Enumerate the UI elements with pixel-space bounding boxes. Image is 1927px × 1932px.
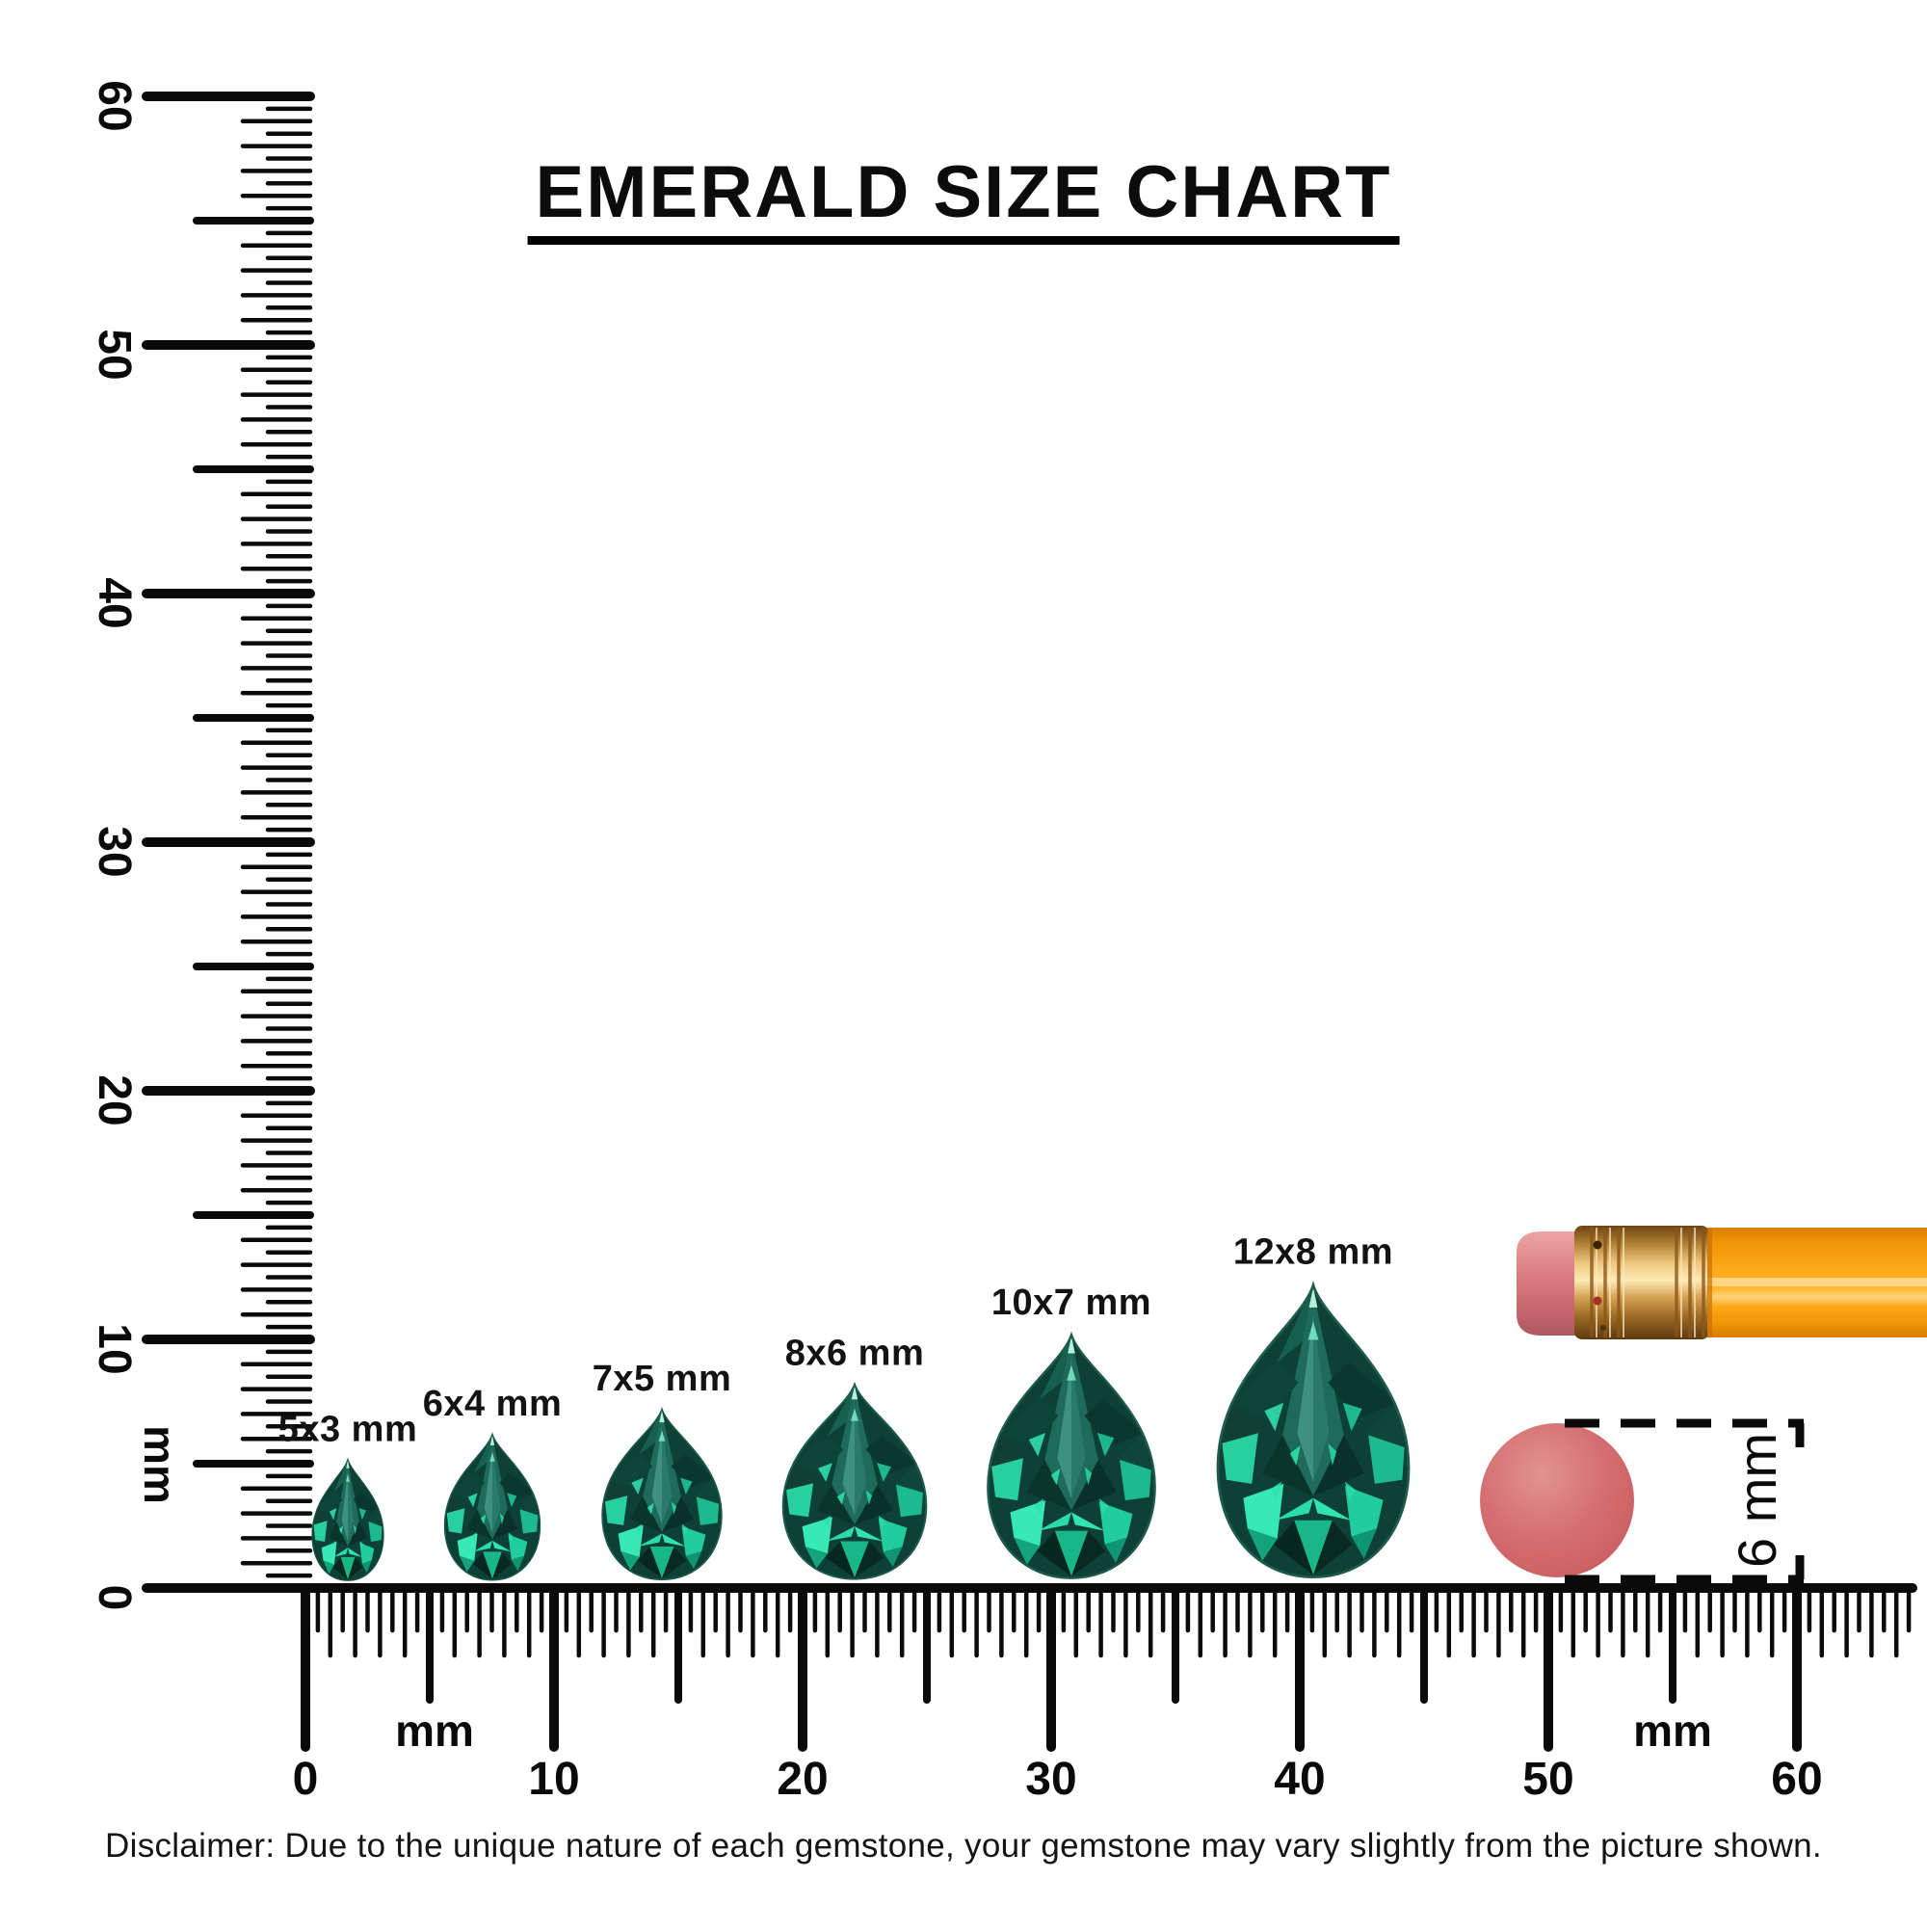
left-ruler-number: 10: [89, 1323, 140, 1374]
emerald-gem: [601, 1408, 723, 1581]
gem-size-label: 10x7 mm: [991, 1283, 1151, 1323]
ferrule-crimp-dot: [1593, 1296, 1602, 1306]
ferrule-crimp-dot: [1600, 1325, 1606, 1331]
pencil-body-highlight: [1707, 1278, 1927, 1286]
bottom-ruler-unit-label-left: mm: [395, 1706, 474, 1756]
pencil-eraser: [1517, 1231, 1582, 1336]
bottom-ruler-unit-label-right: mm: [1633, 1706, 1712, 1756]
left-ruler-number: 40: [89, 577, 140, 628]
gem-size-label: 6x4 mm: [423, 1384, 563, 1424]
pencil: [1517, 1226, 1927, 1339]
left-ruler: 60 50 40 30 20 10 0 mm: [89, 80, 315, 1611]
bottom-ruler-number: 50: [1522, 1754, 1573, 1805]
left-ruler-number: 20: [89, 1074, 140, 1125]
eraser-disc-size-label: 6 mm: [1727, 1433, 1787, 1568]
emerald-gem: [443, 1433, 541, 1581]
emerald-gem: [311, 1458, 384, 1581]
gem-10x7mm: 10x7 mm: [987, 1283, 1156, 1579]
gem-7x5mm: 7x5 mm: [593, 1359, 732, 1581]
bottom-ruler-number: 60: [1771, 1754, 1822, 1805]
pencil-body-edge: [1707, 1228, 1712, 1337]
gem-12x8mm: 12x8 mm: [1216, 1231, 1411, 1579]
gem-5x3mm: 5x3 mm: [278, 1410, 418, 1581]
size-reference: 6 mm: [1480, 1418, 1805, 1584]
gem-size-label: 8x6 mm: [785, 1334, 925, 1374]
left-ruler-number: 0: [89, 1585, 140, 1611]
bottom-ruler-number: 40: [1274, 1754, 1325, 1805]
left-ruler-number: 50: [89, 329, 140, 380]
emerald-gem: [1216, 1284, 1411, 1579]
gem-size-label: 12x8 mm: [1233, 1231, 1393, 1272]
gem-size-label: 5x3 mm: [278, 1410, 418, 1450]
bottom-ruler-number: 10: [528, 1754, 579, 1805]
left-ruler-unit-label: mm: [135, 1425, 185, 1504]
gem-6x4mm: 6x4 mm: [423, 1384, 563, 1581]
emerald-gem: [987, 1334, 1156, 1579]
bottom-ruler-number: 30: [1025, 1754, 1076, 1805]
emerald-gem: [781, 1383, 928, 1580]
bottom-ruler: 0 10 20 30 40 50 60 mm mm: [293, 1583, 1917, 1805]
left-ruler-number: 60: [89, 80, 140, 131]
gem-size-label: 7x5 mm: [593, 1359, 732, 1399]
bottom-ruler-number: 20: [777, 1754, 828, 1805]
left-ruler-number: 30: [89, 826, 140, 877]
eraser-disc: [1480, 1423, 1634, 1577]
disclaimer-text: Disclaimer: Due to the unique nature of …: [105, 1827, 1822, 1865]
ferrule-crimp-dot: [1593, 1240, 1602, 1250]
bottom-ruler-number: 0: [293, 1754, 319, 1805]
page-title: EMERALD SIZE CHART: [527, 156, 1400, 245]
gem-8x6mm: 8x6 mm: [781, 1334, 928, 1580]
